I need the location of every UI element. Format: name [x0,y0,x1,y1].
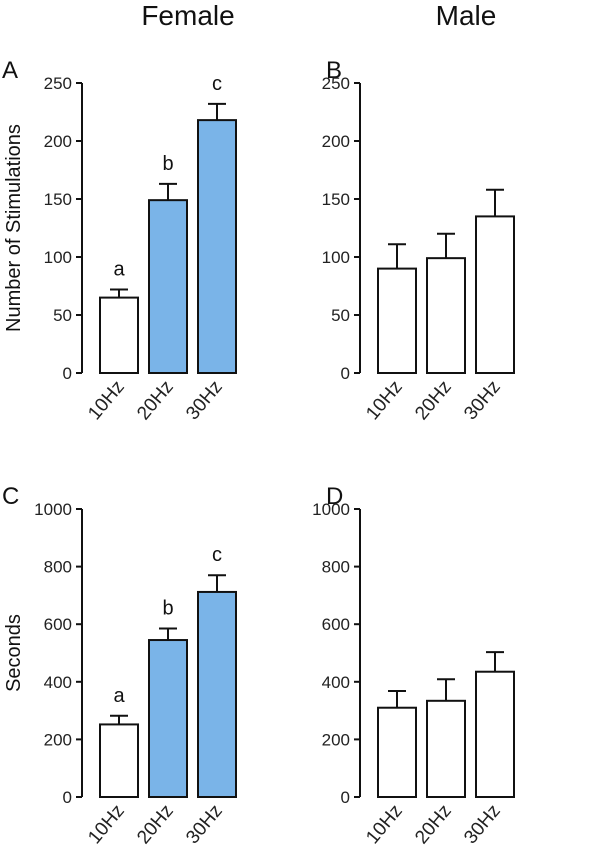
y-tick-label: 0 [341,364,350,383]
x-category-label: 30Hz [460,377,505,424]
y-tick-label: 50 [331,306,350,325]
bar [99,723,139,799]
y-tick-label: 50 [53,306,72,325]
y-axis-label: Seconds [3,614,25,692]
bar [377,706,417,798]
x-category-label: 30Hz [182,801,227,848]
panel-a: A 0 50 100 150 200 250 Number of Stimulations a 1… [2,57,237,424]
bar [475,215,515,374]
y-tick-label: 100 [322,248,350,267]
bar [148,639,188,798]
x-category-label: 10Hz [362,377,407,424]
panel-c: C 0 200 400 600 800 1000 Seconds a 10Hz b 20Hz c 30Hz [2,483,237,848]
bar [197,590,237,798]
significance-label: c [212,73,222,95]
y-tick-label: 200 [44,730,72,749]
bar [148,199,188,374]
significance-label: b [162,598,173,620]
x-category-label: 20Hz [133,377,178,424]
y-tick-label: 400 [322,673,350,692]
y-tick-label: 600 [322,615,350,634]
x-category-label: 20Hz [133,801,178,848]
y-tick-label: 400 [44,673,72,692]
bar [377,267,417,375]
panel-letter: D [326,483,343,510]
y-tick-label: 200 [322,132,350,151]
bar [475,670,515,798]
panel-letter: A [2,57,18,84]
x-category-label: 10Hz [84,377,129,424]
x-category-label: 20Hz [411,377,456,424]
y-tick-label: 200 [44,132,72,151]
y-axis-label: Number of Stimulations [3,124,25,332]
significance-label: a [113,258,125,280]
significance-label: b [162,153,173,175]
bar [197,119,237,375]
y-tick-label: 100 [44,248,72,267]
bar [426,699,466,798]
panel-letter: B [326,57,342,84]
y-tick-label: 800 [322,558,350,577]
significance-label: c [212,544,222,566]
y-tick-label: 250 [44,74,72,93]
significance-label: a [113,685,125,707]
y-tick-label: 0 [341,788,350,807]
male-column-title: Male [435,0,497,31]
panel-b: B 0 50 100 150 200 250 10Hz 20Hz 30Hz [322,57,515,424]
y-tick-label: 250 [322,74,350,93]
y-tick-label: 0 [63,788,72,807]
panel-letter: C [2,483,19,510]
y-tick-label: 150 [322,190,350,209]
x-category-label: 10Hz [84,801,129,848]
bar [426,257,466,374]
y-tick-label: 1000 [34,500,72,519]
y-tick-label: 600 [44,615,72,634]
x-category-label: 30Hz [460,801,505,848]
y-tick-label: 0 [63,364,72,383]
y-tick-label: 200 [322,730,350,749]
panel-d: D 0 200 400 600 800 1000 10Hz 20Hz 30Hz [312,483,515,848]
x-category-label: 30Hz [182,377,227,424]
y-tick-label: 1000 [312,500,350,519]
bar [99,296,139,375]
y-tick-label: 150 [44,190,72,209]
y-tick-label: 800 [44,558,72,577]
x-category-label: 10Hz [362,801,407,848]
x-category-label: 20Hz [411,801,456,848]
female-column-title: Female [141,0,235,31]
